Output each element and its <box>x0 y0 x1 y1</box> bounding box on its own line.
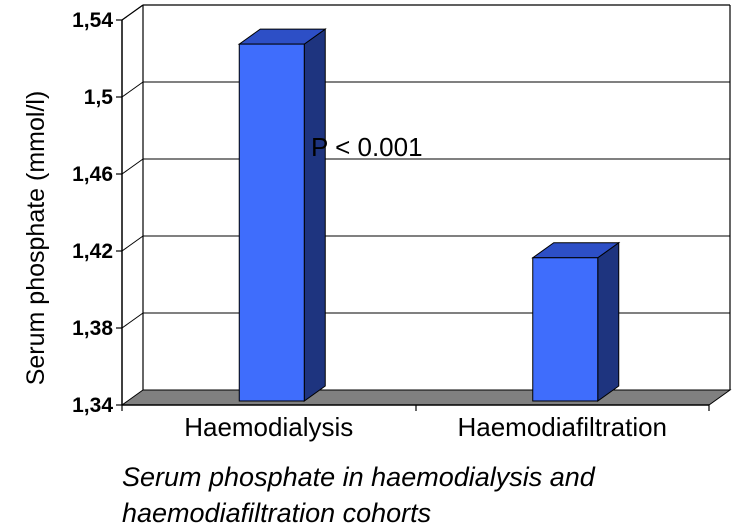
p-value-annotation: P < 0.001 <box>311 132 423 162</box>
chart-floor <box>120 389 732 406</box>
gridline-diagonal <box>121 4 144 21</box>
bar-front <box>238 43 305 402</box>
gridline-diagonal <box>121 235 144 252</box>
figure-caption-line-1: Serum phosphate in haemodialysis and <box>122 462 596 492</box>
x-tick-label: Haemodialysis <box>184 412 353 442</box>
figure-caption-line-2: haemodiafiltration cohorts <box>122 498 431 528</box>
bars <box>237 28 621 402</box>
x-axis-labels: Haemodialysis Haemodiafiltration <box>184 412 667 442</box>
x-tick-label: Haemodiafiltration <box>457 412 667 442</box>
gridline-diagonal <box>121 81 144 98</box>
y-tick-label: 1,34 <box>72 394 113 417</box>
y-tick-label: 1,5 <box>84 86 114 109</box>
y-tick-label: 1,42 <box>72 240 113 263</box>
bar-front <box>532 257 599 402</box>
bar-side <box>597 241 620 402</box>
y-tick-label: 1,38 <box>72 317 113 340</box>
y-tick-label: 1,54 <box>72 9 113 32</box>
bar-haemodiafiltration <box>531 241 621 402</box>
bar-side <box>303 28 326 402</box>
gridlines <box>121 4 730 329</box>
y-axis-label: Serum phosphate (mmol/l) <box>22 91 50 386</box>
gridline-diagonal <box>121 312 144 329</box>
gridline-diagonal <box>121 158 144 175</box>
bar-haemodialysis <box>237 28 327 402</box>
y-tick-label: 1,46 <box>72 163 113 186</box>
y-axis-ticks: 1,34 1,38 1,42 1,46 1,5 1,54 <box>72 9 122 417</box>
